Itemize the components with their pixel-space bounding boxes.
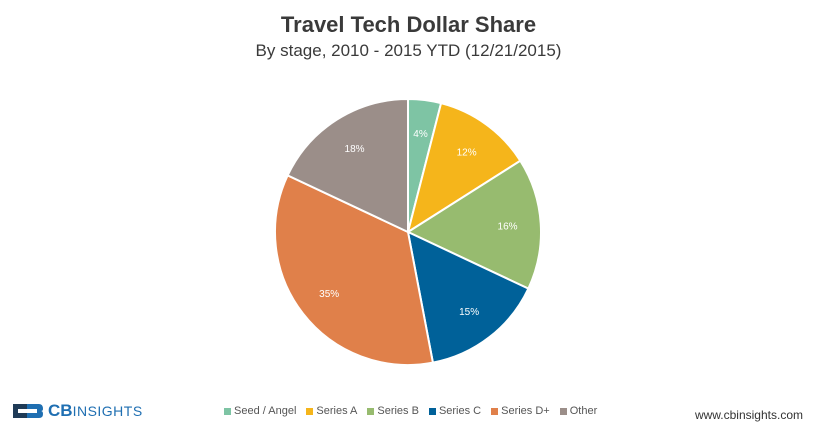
legend-swatch xyxy=(306,407,314,415)
pie-data-label: 4% xyxy=(413,129,428,140)
legend-swatch xyxy=(224,407,231,415)
chart-subtitle: By stage, 2010 - 2015 YTD (12/21/2015) xyxy=(255,41,562,60)
legend-item: Other xyxy=(559,405,598,417)
legend-item: Seed / Angel xyxy=(224,405,296,417)
legend-swatch xyxy=(559,407,567,415)
chart-title: Travel Tech Dollar Share xyxy=(280,12,537,37)
legend-item: Series A xyxy=(306,405,357,417)
legend-label: Seed / Angel xyxy=(234,405,297,417)
legend-label: Series A xyxy=(316,405,358,417)
logo-cb-text: CB xyxy=(48,401,73,420)
website-url[interactable]: www.cbinsights.com xyxy=(694,408,803,422)
pie-data-label: 18% xyxy=(345,144,365,155)
legend-swatch xyxy=(367,407,375,415)
pie-data-label: 15% xyxy=(459,307,479,318)
pie-slice-other xyxy=(286,97,409,234)
legend-label: Other xyxy=(569,405,598,417)
legend-swatch xyxy=(491,407,499,415)
cb-insights-logo: CBINSIGHTS xyxy=(10,400,143,422)
legend-item: Series B xyxy=(367,405,419,417)
pie-slice-series-b xyxy=(405,159,542,290)
pie-slice-series-c xyxy=(406,230,530,364)
legend-swatch xyxy=(428,407,436,415)
chart-legend: Seed / Angel Series A Series B Series C Seri… xyxy=(224,405,597,417)
legend-item: Series C xyxy=(428,405,482,417)
legend-label: Series D+ xyxy=(501,405,550,417)
legend-label: Series C xyxy=(438,405,482,417)
legend-label: Series B xyxy=(377,405,419,417)
pie-slice-series-a xyxy=(406,101,522,235)
legend-item: Series D+ xyxy=(491,405,550,417)
pie-data-label: 12% xyxy=(457,147,477,158)
pie-data-label: 16% xyxy=(498,222,518,233)
logo-insights-text: INSIGHTS xyxy=(72,403,143,419)
pie-slice-series-d xyxy=(274,174,435,366)
cb-logo-icon xyxy=(13,404,43,418)
pie-chart: 4% 12% 16% 15% 35% 18% xyxy=(274,97,542,366)
pie-data-label: 35% xyxy=(319,289,339,300)
